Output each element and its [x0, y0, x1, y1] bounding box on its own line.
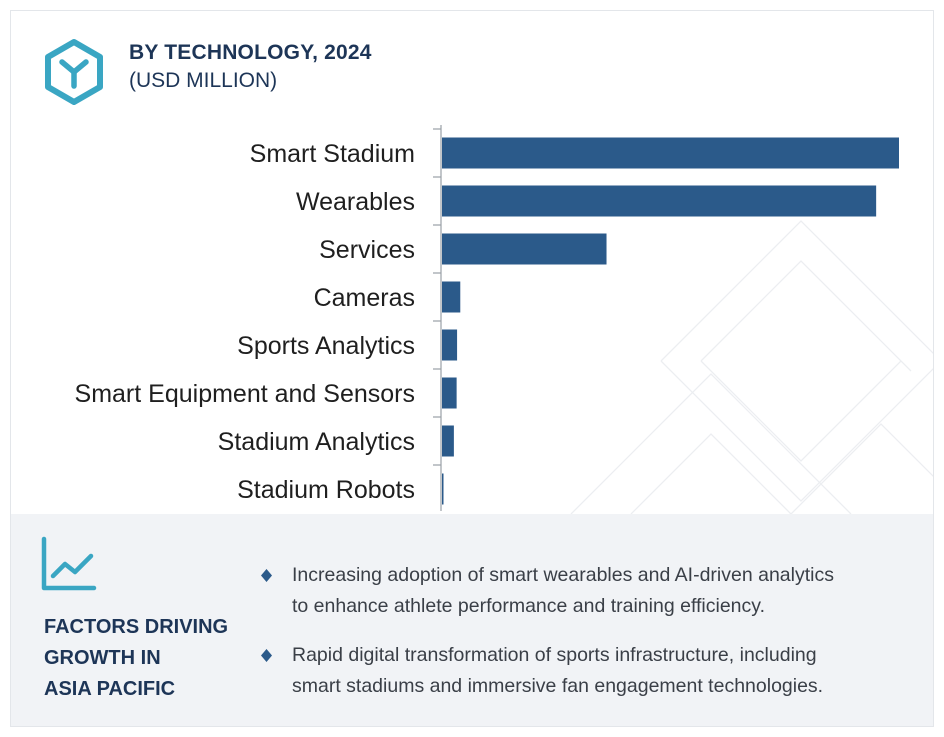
diamond-bullet-icon: [261, 569, 272, 582]
factor-text-line: Rapid digital transformation of sports i…: [292, 644, 817, 666]
category-label: Sports Analytics: [237, 332, 415, 360]
diamond-bullet-icon: [261, 649, 272, 662]
bar: [442, 185, 877, 217]
category-label: Smart Stadium: [250, 140, 415, 168]
factor-text-line: to enhance athlete performance and train…: [292, 595, 765, 617]
bar: [442, 425, 454, 457]
factors-title-line: ASIA PACIFIC: [44, 678, 176, 700]
bar: [442, 377, 457, 409]
category-label: Stadium Analytics: [218, 428, 415, 456]
category-label: Smart Equipment and Sensors: [75, 380, 415, 408]
line-chart-icon: [41, 536, 97, 591]
factors-title-line: GROWTH IN: [44, 647, 161, 669]
factor-text-line: smart stadiums and immersive fan engagem…: [292, 675, 824, 697]
bar: [442, 473, 444, 505]
growth-factors-panel: FACTORS DRIVING GROWTH IN ASIA PACIFIC I…: [11, 514, 933, 726]
factor-bullet: Increasing adoption of smart wearables a…: [261, 560, 901, 622]
report-card: BY TECHNOLOGY, 2024 (USD MILLION) Smart …: [10, 10, 934, 727]
category-label: Services: [319, 236, 415, 264]
factor-text-line: Increasing adoption of smart wearables a…: [292, 564, 834, 586]
category-label: Stadium Robots: [237, 476, 415, 504]
bar: [442, 137, 899, 169]
chart-subtitle: (USD MILLION): [129, 69, 278, 92]
factor-bullet: Rapid digital transformation of sports i…: [261, 640, 901, 702]
category-label: Cameras: [314, 284, 415, 312]
factors-title: FACTORS DRIVING GROWTH IN ASIA PACIFIC: [44, 612, 259, 705]
technology-bar-chart: Smart Stadium Wearables Services Cameras Spo…: [75, 125, 899, 511]
factors-title-line: FACTORS DRIVING: [44, 616, 229, 638]
chart-title: BY TECHNOLOGY, 2024: [129, 41, 372, 64]
bar: [442, 281, 461, 313]
category-label: Wearables: [296, 188, 415, 216]
bar: [442, 233, 607, 265]
hexagon-y-logo-icon: [45, 39, 103, 105]
bar: [442, 329, 458, 361]
